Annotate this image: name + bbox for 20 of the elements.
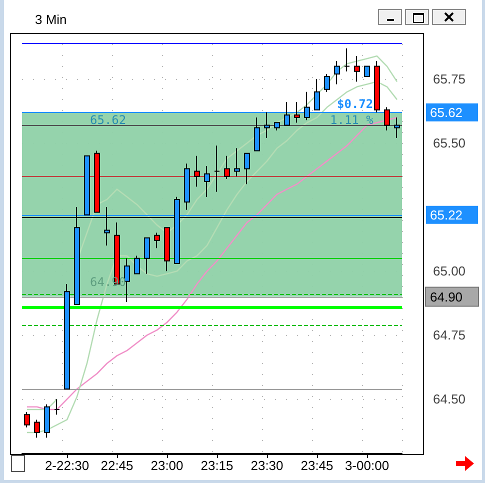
annotation: 65.62 — [90, 113, 126, 127]
x-tick-label: 23:15 — [200, 458, 234, 473]
annotation: $0.72 — [337, 97, 374, 111]
x-tick-label: 23:00 — [150, 458, 184, 473]
x-tick-label: 3-00:00 — [344, 458, 390, 473]
ref-line-label: 64.90 — [430, 289, 463, 304]
ref-line-label: 65.22 — [430, 207, 463, 222]
x-tick-label: 23:45 — [300, 458, 334, 473]
ref-line-label: 65.62 — [430, 104, 463, 120]
y-tick-label: 65.75 — [433, 72, 466, 87]
annotation: 1.11 % — [330, 113, 374, 127]
y-tick-label: 64.50 — [433, 392, 466, 407]
x-tick-label: 22:45 — [100, 458, 134, 473]
annotation: 64.90 — [90, 275, 126, 289]
x-tick-label: 2-22:30 — [44, 458, 90, 473]
chart-title: 3 Min — [35, 12, 67, 27]
x-tick-label: 23:30 — [250, 458, 284, 473]
y-tick-label: 64.75 — [433, 328, 466, 343]
y-tick-label: 65.00 — [433, 264, 466, 279]
y-tick-label: 65.50 — [433, 136, 466, 151]
